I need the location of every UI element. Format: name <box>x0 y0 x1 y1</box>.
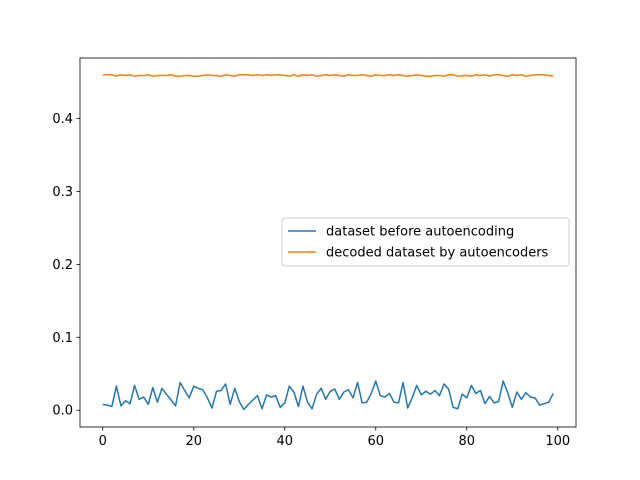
legend: dataset before autoencoding decoded datas… <box>281 217 570 267</box>
y-tick-label: 0.0 <box>52 404 73 419</box>
x-tick-label: 20 <box>185 434 202 449</box>
legend-box <box>281 217 570 267</box>
y-tick-label: 0.3 <box>52 185 73 200</box>
axes-frame <box>79 57 577 428</box>
y-tick-label: 0.1 <box>52 331 73 346</box>
x-tick-label: 100 <box>545 434 570 449</box>
series-line-1 <box>102 380 554 411</box>
y-tick-label: 0.4 <box>52 112 73 127</box>
series-line-2 <box>102 74 554 77</box>
y-tick-label: 0.2 <box>52 258 73 273</box>
x-tick-label: 0 <box>99 434 107 449</box>
x-tick-label: 40 <box>276 434 293 449</box>
legend-label-1: dataset before autoencoding <box>326 225 514 240</box>
x-tick-label: 60 <box>368 434 385 449</box>
y-axis: 0.0 0.1 0.2 0.3 0.4 <box>52 112 80 419</box>
plot-area <box>102 74 554 411</box>
x-axis: 0 20 40 60 80 100 <box>99 427 570 449</box>
legend-label-2: decoded dataset by autoencoders <box>326 246 549 261</box>
x-tick-label: 80 <box>459 434 476 449</box>
